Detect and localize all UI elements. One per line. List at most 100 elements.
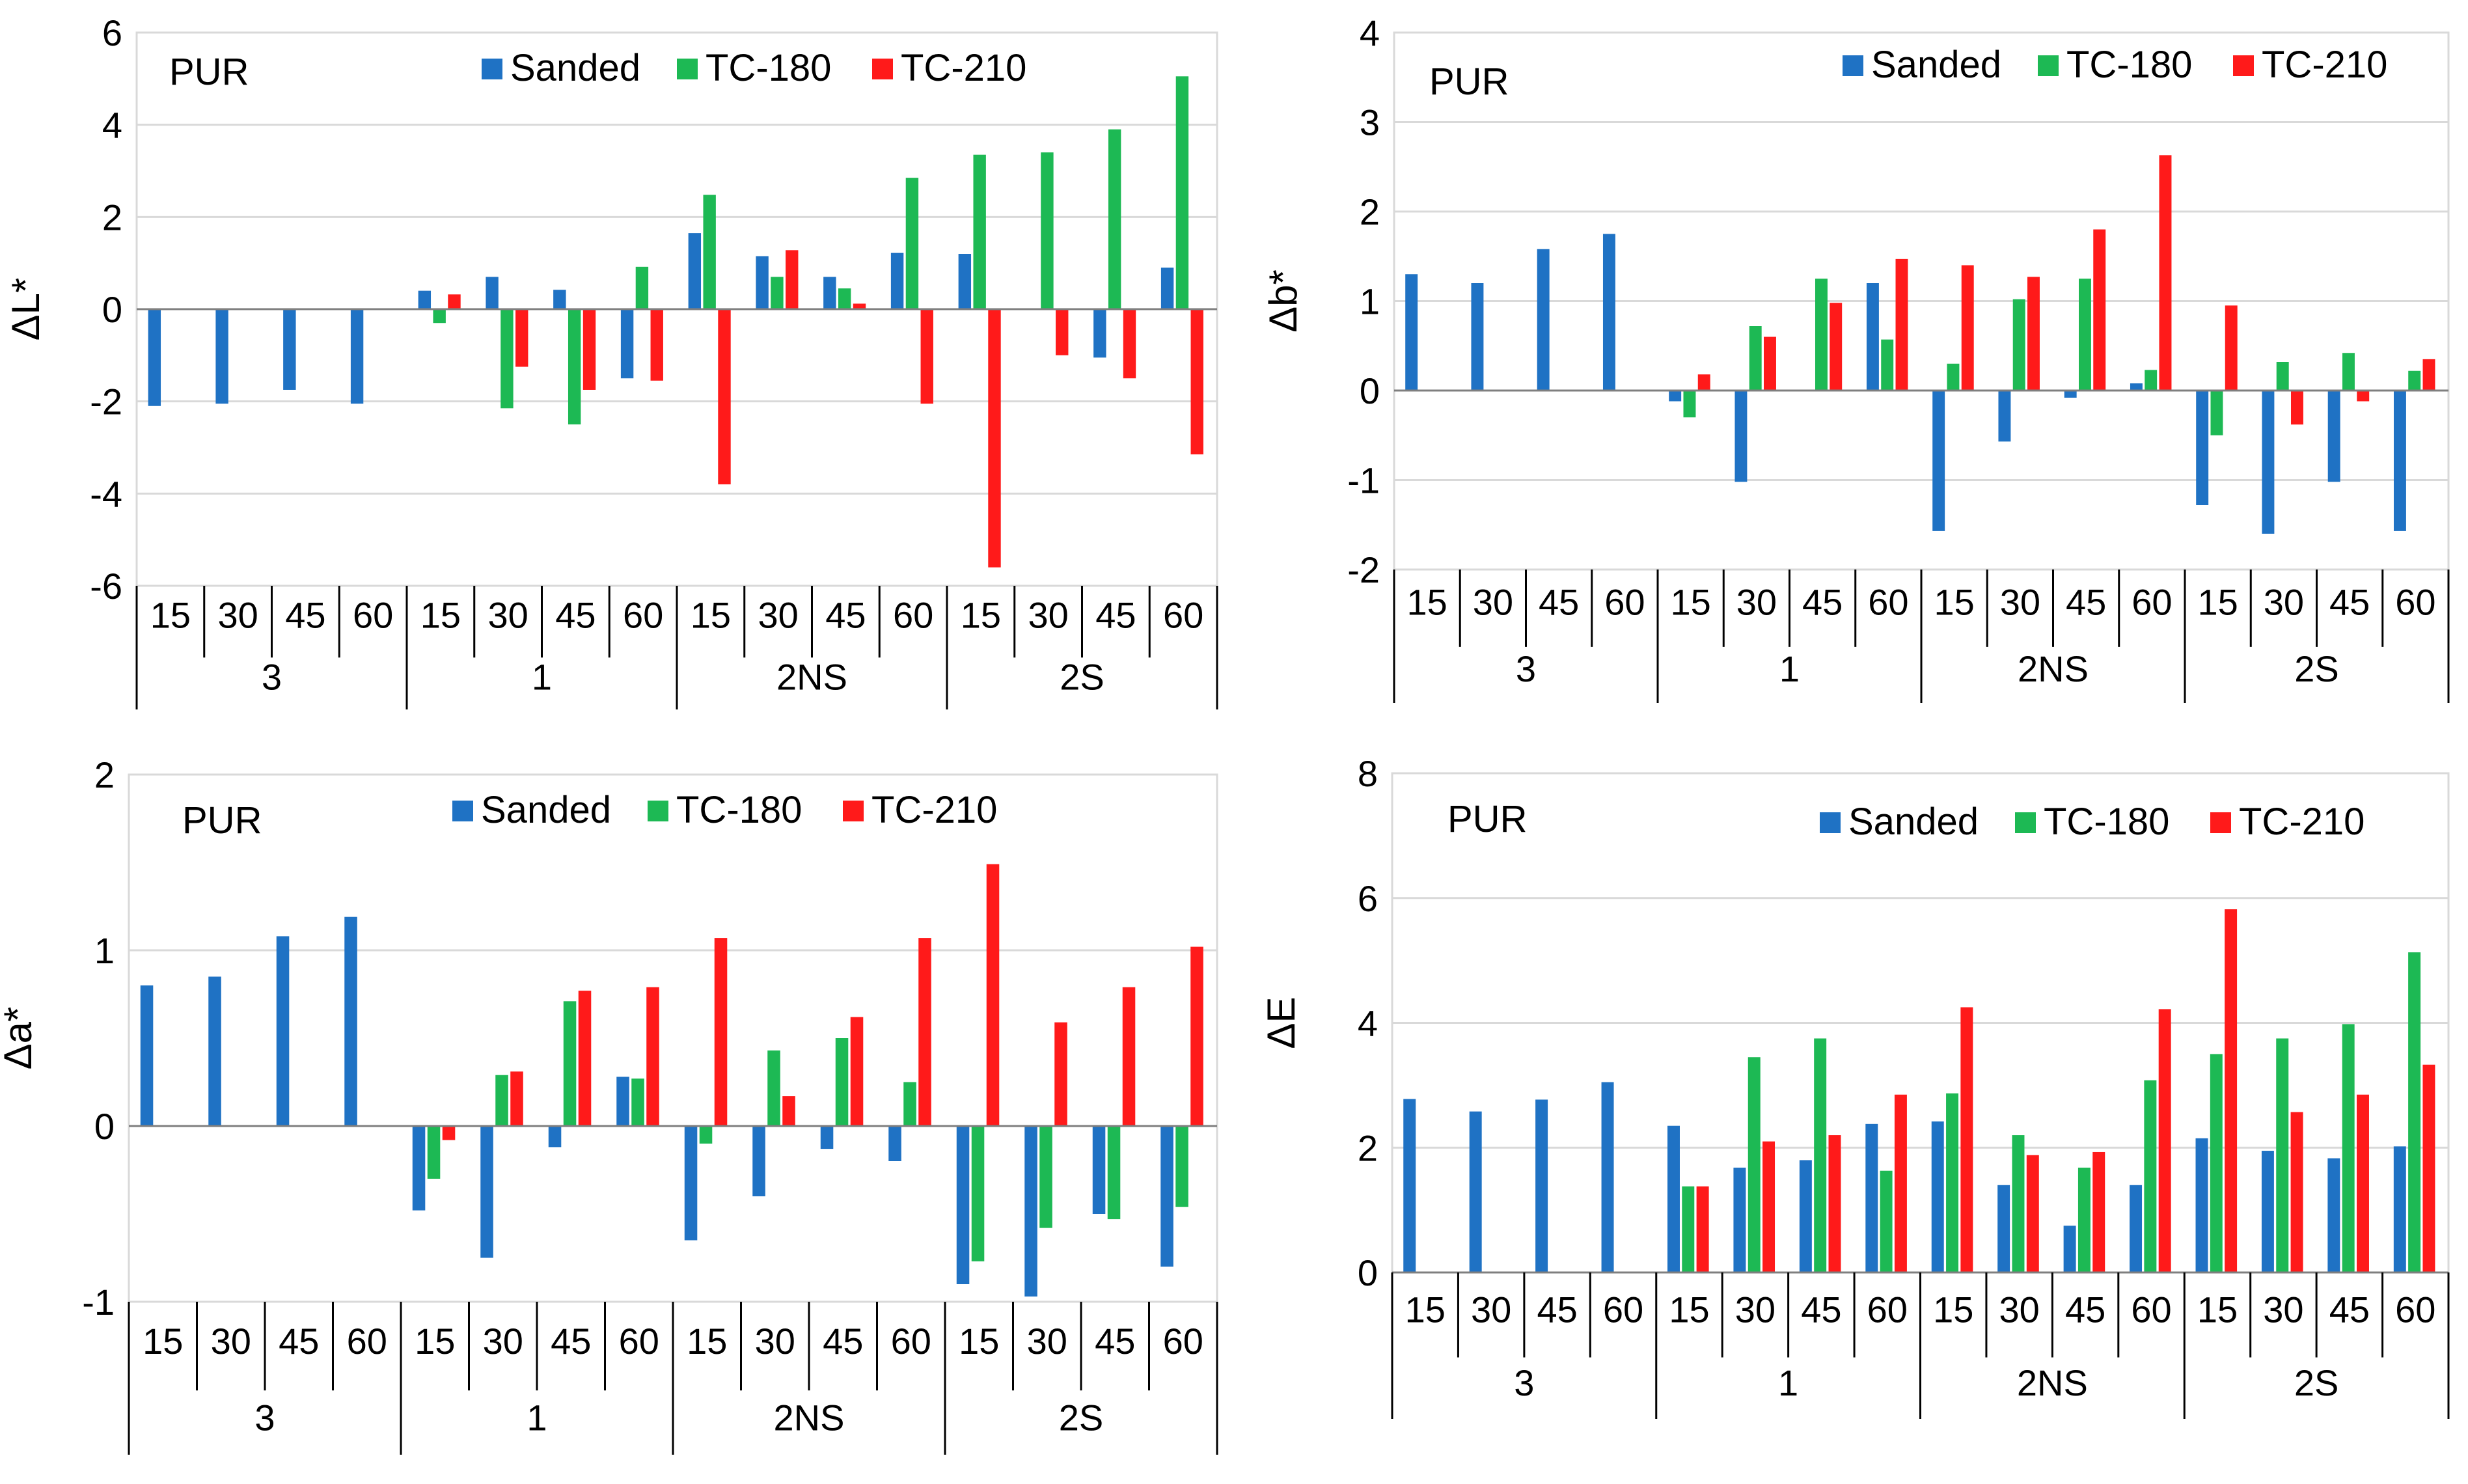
bar-tc180	[2145, 370, 2158, 391]
legend-swatch-tc180	[648, 801, 668, 821]
bar-sanded	[1602, 234, 1615, 391]
y-tick-label: -2	[90, 381, 122, 422]
x-tick-label: 60	[1604, 582, 1645, 623]
y-tick-label: -4	[90, 473, 122, 514]
x-tick-label: 60	[1603, 1289, 1643, 1330]
x-tick-label: 30	[755, 1321, 795, 1362]
x-tick-label: 45	[2065, 1289, 2105, 1330]
y-tick-label: 2	[102, 197, 122, 238]
bar-sanded	[956, 1126, 970, 1284]
bar-sanded	[412, 1126, 426, 1211]
legend-label-tc180: TC-180	[2044, 801, 2169, 843]
bar-tc210	[2291, 391, 2303, 425]
x-tick-label: 60	[1867, 1289, 1908, 1330]
legend-label-sanded: Sanded	[481, 789, 611, 831]
y-axis-label: Δa*	[0, 1007, 40, 1070]
bar-tc180	[1814, 1038, 1827, 1272]
bar-tc210	[1056, 309, 1069, 355]
y-tick-label: -2	[1347, 549, 1380, 590]
x-group-label: 2NS	[776, 657, 847, 698]
x-tick-label: 60	[623, 595, 663, 636]
x-group-label: 1	[1779, 648, 1800, 689]
bar-sanded	[1931, 1121, 1944, 1272]
y-tick-label: 4	[102, 105, 122, 146]
legend-label-tc180: TC-180	[2066, 44, 2192, 86]
bar-tc210	[1697, 374, 1710, 391]
x-group-label: 2NS	[2018, 648, 2089, 689]
bar-sanded	[1093, 309, 1106, 358]
bar-sanded	[1998, 391, 2011, 442]
x-tick-label: 15	[961, 595, 1001, 636]
bar-sanded	[823, 277, 836, 309]
x-tick-label: 60	[1868, 582, 1908, 623]
bar-tc180	[1749, 326, 1762, 391]
x-tick-label: 30	[1473, 582, 1513, 623]
x-group-label: 3	[1514, 1362, 1534, 1403]
bar-tc210	[1961, 265, 1974, 391]
x-group-label: 1	[1778, 1362, 1798, 1403]
bar-tc210	[650, 309, 663, 381]
y-axis-label: Δb*	[1261, 269, 1305, 333]
bar-tc210	[1894, 1094, 1907, 1272]
bar-sanded	[2063, 1226, 2076, 1272]
bar-tc180	[631, 1079, 644, 1126]
bar-sanded	[888, 1126, 901, 1161]
bar-tc210	[2422, 1064, 2435, 1272]
bar-sanded	[283, 309, 296, 390]
x-tick-label: 15	[1405, 1289, 1446, 1330]
bar-sanded	[2393, 1146, 2406, 1272]
bar-tc180	[903, 1082, 916, 1126]
x-tick-label: 30	[211, 1321, 251, 1362]
y-tick-label: 4	[1358, 1003, 1378, 1044]
x-group-label: 2S	[2294, 648, 2339, 689]
bar-sanded	[1865, 1123, 1878, 1272]
bar-sanded	[616, 1077, 629, 1126]
bar-tc180	[1880, 1170, 1893, 1272]
bar-sanded	[1469, 1111, 1482, 1272]
bar-sanded	[350, 309, 364, 404]
x-tick-label: 45	[2066, 582, 2106, 623]
legend-label-tc180: TC-180	[706, 47, 831, 89]
x-tick-label: 60	[2395, 1289, 2435, 1330]
bar-tc180	[1947, 363, 1960, 391]
bar-tc180	[495, 1075, 508, 1126]
x-tick-label: 60	[353, 595, 393, 636]
bar-sanded	[2196, 391, 2209, 505]
chart-title: PUR	[182, 799, 262, 842]
bar-tc180	[703, 195, 716, 309]
bar-tc210	[2093, 229, 2106, 391]
bar-tc210	[583, 309, 596, 390]
x-tick-label: 15	[1933, 1289, 1973, 1330]
bar-tc180	[1108, 129, 1121, 309]
bar-tc210	[1190, 946, 1203, 1126]
legend-label-tc210: TC-210	[871, 789, 997, 831]
x-tick-label: 45	[2329, 582, 2370, 623]
bar-tc180	[563, 1001, 577, 1126]
x-tick-label: 60	[2131, 1289, 2171, 1330]
bar-tc210	[988, 309, 1001, 568]
x-tick-label: 15	[1670, 582, 1710, 623]
bar-tc210	[1960, 1007, 1973, 1272]
chart-delta-l: -6 -4 -2 0 2 4 6 15 30 45 60 15 30 45 60 15 30 45 60 15 30 45…	[4, 12, 1218, 709]
x-tick-label: 60	[893, 595, 933, 636]
chart-title: PUR	[1447, 798, 1527, 840]
bar-tc180	[2408, 952, 2421, 1272]
bar-sanded	[276, 936, 290, 1126]
x-tick-label: 30	[483, 1321, 523, 1362]
x-tick-label: 15	[691, 595, 731, 636]
x-tick-label: 45	[1537, 1289, 1577, 1330]
legend-swatch-tc210	[872, 59, 893, 79]
bar-tc210	[1830, 303, 1843, 391]
x-tick-label: 60	[347, 1321, 387, 1362]
bar-tc180	[635, 266, 649, 309]
bar-sanded	[2064, 391, 2077, 398]
x-group-label: 3	[254, 1397, 275, 1438]
bar-sanded	[820, 1126, 834, 1149]
bar-sanded	[1997, 1185, 2010, 1272]
bar-tc210	[2225, 909, 2238, 1272]
x-group-label: 3	[262, 657, 282, 698]
x-group-label: 2S	[2294, 1362, 2339, 1403]
x-tick-label: 60	[619, 1321, 659, 1362]
legend-swatch-tc180	[2015, 812, 2036, 833]
